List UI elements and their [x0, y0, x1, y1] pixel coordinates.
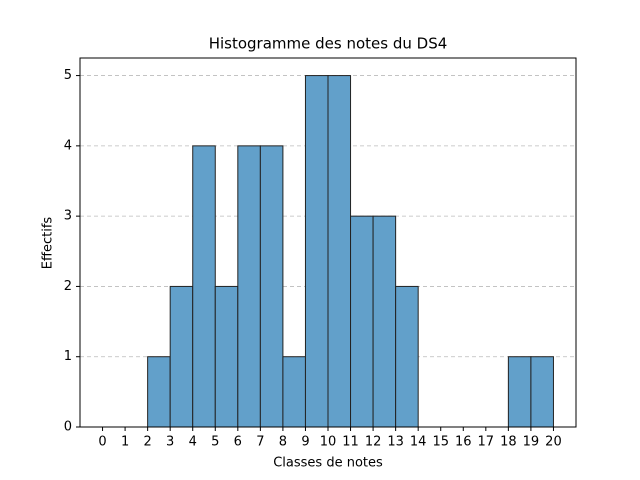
x-tick-label: 7	[256, 435, 264, 450]
x-tick-label: 18	[500, 435, 517, 450]
x-tick-label: 5	[211, 435, 219, 450]
bar	[192, 145, 216, 428]
x-tick-label: 2	[143, 435, 151, 450]
bar	[304, 75, 329, 428]
x-tick-label: 17	[478, 435, 495, 450]
x-tick-label: 13	[387, 435, 404, 450]
y-tick-label: 4	[64, 138, 72, 153]
y-tick-label: 3	[64, 209, 72, 224]
bar	[214, 285, 239, 428]
x-tick-label: 4	[189, 435, 197, 450]
bar	[327, 75, 352, 428]
x-tick-label: 20	[545, 435, 562, 450]
y-tick-label: 5	[64, 68, 72, 83]
chart-title: Histogramme des notes du DS4	[209, 35, 448, 53]
x-tick-label: 16	[455, 435, 472, 450]
x-tick-label: 0	[98, 435, 106, 450]
x-tick-label: 3	[166, 435, 174, 450]
y-axis-label: Effectifs	[41, 217, 56, 270]
plot-frame	[79, 57, 577, 428]
x-tick-label: 11	[342, 435, 359, 450]
x-tick-label: 15	[432, 435, 449, 450]
x-tick-label: 10	[320, 435, 337, 450]
x-tick-label: 1	[121, 435, 129, 450]
x-tick-label: 9	[301, 435, 309, 450]
x-tick-label: 12	[365, 435, 382, 450]
bar	[259, 145, 284, 428]
bar	[350, 215, 374, 428]
bar	[507, 356, 532, 428]
x-tick-label: 6	[234, 435, 242, 450]
bar	[530, 356, 554, 428]
bar	[147, 356, 171, 428]
bar	[169, 285, 194, 428]
bar	[372, 215, 397, 428]
x-axis-label: Classes de notes	[273, 456, 383, 471]
bar	[395, 285, 419, 428]
bar	[237, 145, 261, 428]
x-tick-label: 14	[410, 435, 427, 450]
y-tick-label: 2	[64, 279, 72, 294]
bar	[282, 356, 306, 428]
y-tick-label: 1	[64, 349, 72, 364]
y-tick-label: 0	[64, 420, 72, 435]
x-tick-label: 8	[279, 435, 287, 450]
x-tick-label: 19	[523, 435, 540, 450]
